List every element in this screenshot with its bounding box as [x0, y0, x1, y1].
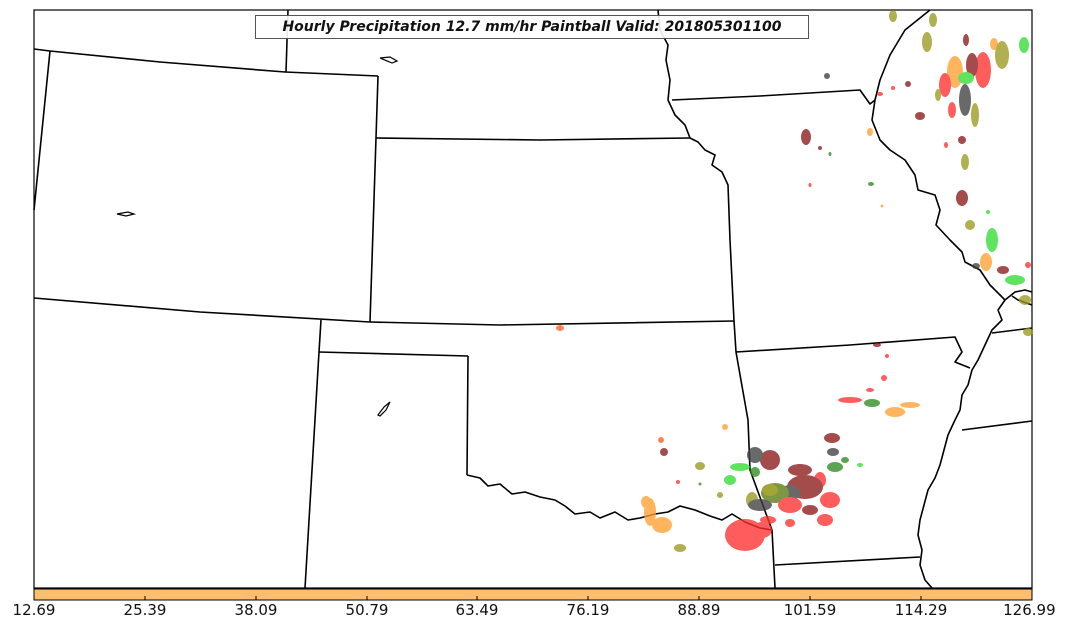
boundary-ar-tx-east — [771, 529, 776, 589]
colorbar-tick-label: 88.89 — [677, 601, 721, 619]
boundary-la-north — [774, 556, 921, 566]
colorbar-tick-label: 126.99 — [1003, 601, 1056, 619]
map-frame — [33, 9, 1033, 589]
colorbar-tick-label: 114.29 — [894, 601, 948, 619]
boundary-tn-ms — [961, 420, 1033, 431]
colorbar-tick-label: 63.49 — [455, 601, 499, 619]
boundary-wy-north — [33, 48, 379, 77]
colorbar-tick-label: 76.19 — [566, 601, 610, 619]
boundary-ne-south — [375, 137, 691, 141]
boundary-mississippi-lower — [917, 299, 1006, 589]
boundary-tx-panhandle-east — [466, 355, 469, 476]
colorbar-ticks — [33, 596, 1033, 600]
precipitation-cells — [556, 10, 1033, 552]
colorbar-tick-label: 50.79 — [345, 601, 389, 619]
state-boundaries — [33, 9, 1033, 589]
lakes — [116, 56, 399, 417]
colorbar — [33, 588, 1033, 601]
boundary-co-east — [369, 137, 377, 323]
colorbar-tick-label: 25.39 — [123, 601, 167, 619]
colorbar-tick-label: 101.59 — [783, 601, 837, 619]
colorbar-tick-label: 38.09 — [234, 601, 278, 619]
lake-nebraska — [379, 56, 399, 64]
boundary-nm-ok-panhandle — [318, 319, 322, 353]
boundary-wy-west — [33, 50, 51, 211]
boundary-ohio-river — [1004, 289, 1033, 301]
lake-wyoming — [116, 211, 137, 217]
boundary-nm-east — [304, 351, 320, 589]
colorbar-tick-label: 12.69 — [12, 601, 56, 619]
boundary-red-river — [466, 474, 773, 531]
boundary-ia-south — [671, 89, 876, 105]
boundary-ok-panhandle-south — [318, 351, 469, 357]
map-title: Hourly Precipitation 12.7 mm/hr Paintbal… — [255, 15, 809, 39]
lake-texas-panhandle — [377, 401, 391, 417]
boundary-ok-east — [733, 320, 773, 531]
boundary-ks-south — [369, 320, 735, 326]
boundary-ar-north — [735, 336, 971, 369]
boundary-ne-east — [375, 75, 379, 139]
boundary-co-south — [33, 297, 371, 323]
boundary-ks-east-river — [689, 137, 735, 322]
